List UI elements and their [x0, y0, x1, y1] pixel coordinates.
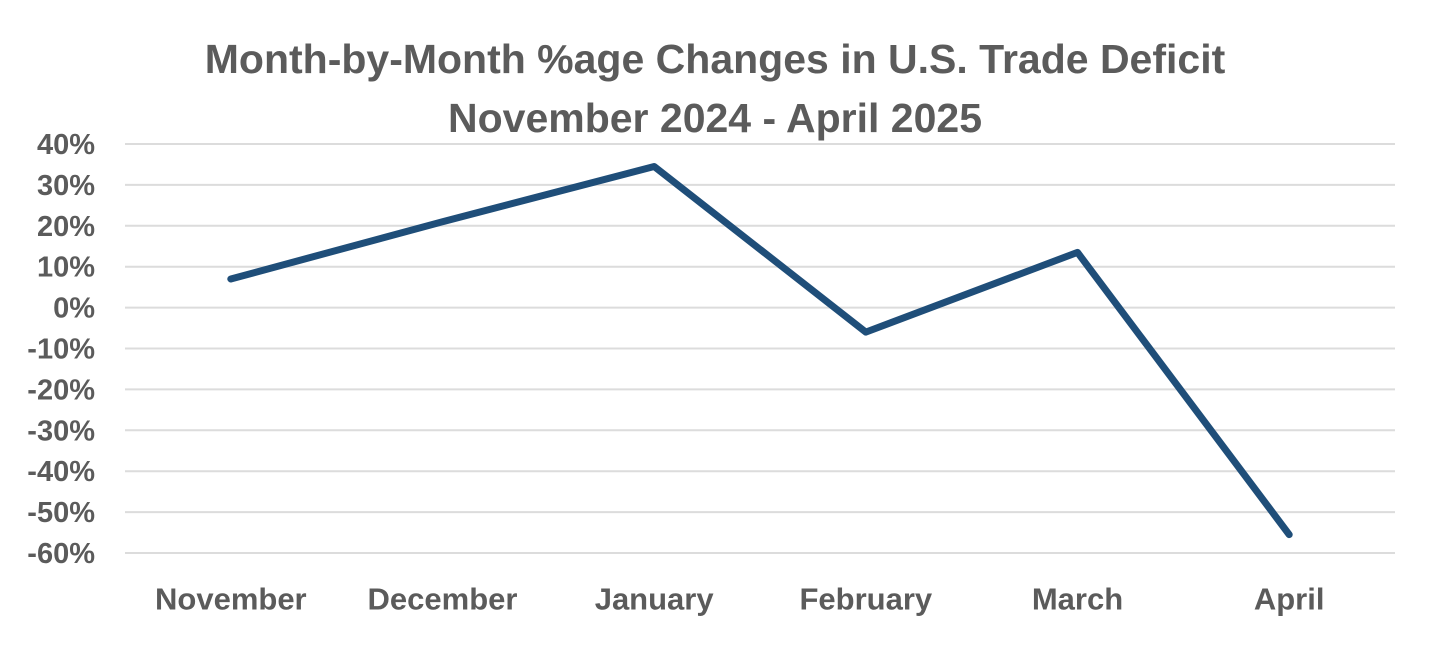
- y-axis-tick-label: 30%: [37, 170, 95, 202]
- y-axis-tick-label: 10%: [37, 252, 95, 284]
- chart-title-line1: Month-by-Month %age Changes in U.S. Trad…: [204, 36, 1226, 82]
- y-axis-tick-label: -30%: [27, 415, 95, 447]
- chart-title: Month-by-Month %age Changes in U.S. Trad…: [0, 30, 1430, 148]
- chart-title-line2: November 2024 - April 2025: [447, 95, 983, 141]
- x-axis-label: February: [799, 582, 932, 617]
- x-axis-label: November: [155, 582, 307, 617]
- trade-deficit-series-line: [227, 163, 1293, 539]
- y-axis-tick-label: -10%: [27, 334, 95, 366]
- x-axis-label: January: [595, 582, 715, 617]
- x-axis-label: December: [368, 582, 518, 617]
- y-axis-tick-label: 20%: [37, 211, 95, 243]
- x-axis-label: March: [1032, 582, 1123, 617]
- y-axis-tick-label: 0%: [53, 293, 95, 325]
- y-axis-tick-label: -50%: [27, 497, 95, 529]
- y-axis-tick-label: 40%: [37, 129, 95, 161]
- y-axis-tick-label: -40%: [27, 456, 95, 488]
- y-axis-tick-label: -20%: [27, 374, 95, 406]
- y-axis-tick-label: -60%: [27, 538, 95, 570]
- x-axis-label: April: [1254, 582, 1325, 617]
